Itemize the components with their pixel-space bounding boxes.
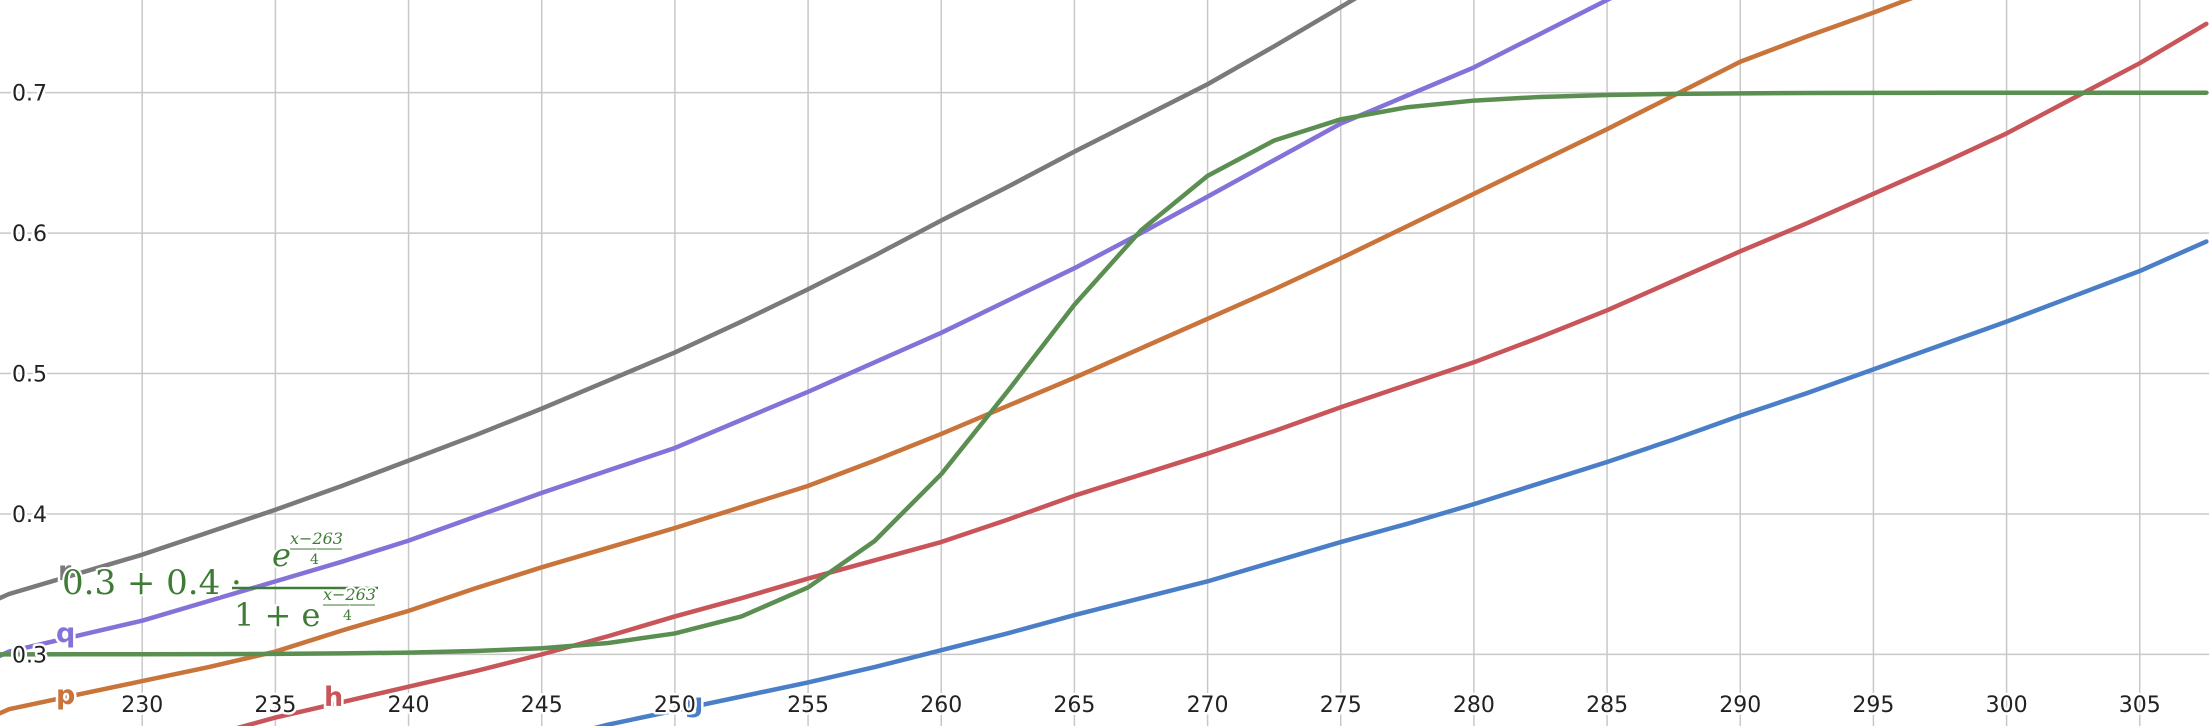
series-label: q <box>56 618 75 649</box>
y-tick-label: 0.4 <box>12 503 47 528</box>
formula-denominator-exp-den: 4 <box>343 608 352 624</box>
x-tick-label: 290 <box>1719 693 1761 718</box>
formula-denominator: 1 + e <box>234 596 320 634</box>
x-tick-label: 275 <box>1320 693 1362 718</box>
curve <box>0 90 2209 657</box>
formula-denominator-exponent: x−263 <box>323 585 376 604</box>
x-tick-label: 250 <box>654 693 696 718</box>
x-tick-label: 235 <box>254 693 296 718</box>
x-tick-label: 265 <box>1053 693 1095 718</box>
y-tick-label: 0.5 <box>12 363 47 388</box>
x-tick-label: 270 <box>1187 693 1229 718</box>
curve <box>0 0 1914 716</box>
curve <box>0 0 1358 601</box>
formula-lead: 0.3 + 0.4 · <box>62 563 242 603</box>
x-tick-label: 230 <box>121 693 163 718</box>
formula-numerator-exp-den: 4 <box>310 552 319 568</box>
series-label: h <box>324 682 343 713</box>
formula: 0.3 + 0.4 · e x−263 4 1 + e x−263 4 <box>60 527 378 636</box>
series-label: p <box>56 680 75 711</box>
x-tick-label: 305 <box>2119 693 2161 718</box>
x-tick-label: 245 <box>521 693 563 718</box>
x-tick-label: 285 <box>1586 693 1628 718</box>
curve <box>236 21 2209 726</box>
x-tick-label: 260 <box>920 693 962 718</box>
y-tick-label: 0.6 <box>12 222 47 247</box>
curve <box>593 239 2209 726</box>
y-tick-label: 0.7 <box>12 82 47 107</box>
ticks: 230 235 240 245 250 255 260 265 270 275 280 285 290 2… <box>10 79 2164 720</box>
curve <box>0 0 1613 659</box>
x-tick-label: 240 <box>388 693 430 718</box>
series-label: r <box>58 556 72 587</box>
x-tick-label: 255 <box>787 693 829 718</box>
x-tick-label: 280 <box>1453 693 1495 718</box>
labels: rqp h g <box>54 554 706 722</box>
series-label: g <box>684 688 703 719</box>
y-tick-label: 0.3 <box>12 643 47 668</box>
formula-numerator: e <box>272 536 291 574</box>
x-tick-label: 295 <box>1852 693 1894 718</box>
formula-numerator-exponent: x−263 <box>290 529 343 548</box>
x-tick-label: 300 <box>1986 693 2028 718</box>
